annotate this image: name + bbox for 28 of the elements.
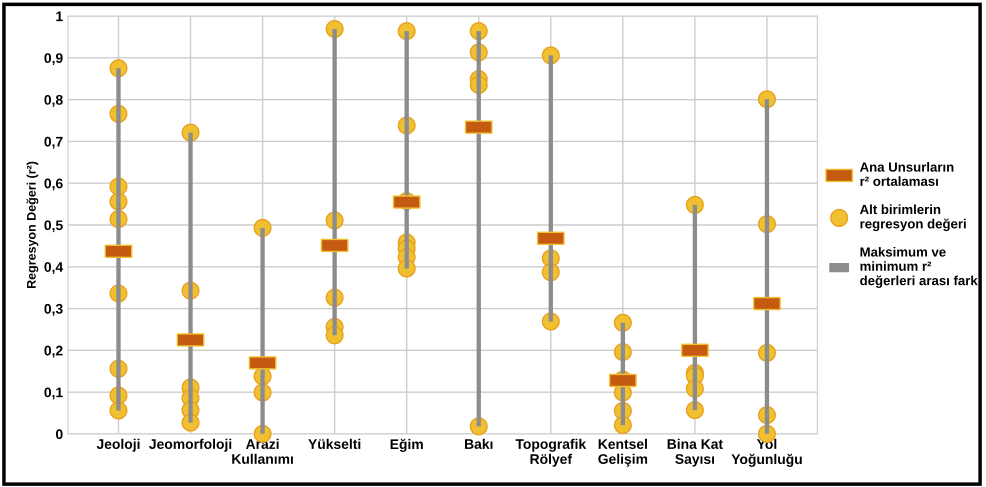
y-tick-label: 0,2 — [44, 346, 63, 358]
y-tick-label: 0,7 — [44, 136, 63, 149]
y-tick-label: 0,4 — [44, 262, 64, 274]
bar — [476, 31, 481, 426]
x-tick-label: Bakı — [465, 438, 492, 449]
bar — [548, 55, 553, 322]
x-tick-label: Arazi Kullanımı — [232, 438, 293, 464]
y-tick-label: 0,5 — [44, 220, 63, 232]
y-axis-title: Regresyon Değeri (r²) — [26, 162, 38, 288]
bar — [692, 204, 698, 410]
y-tick-label: 0,1 — [44, 387, 63, 400]
x-tick-label: Jeoloji — [96, 438, 140, 452]
x-tick-label: Eğim — [390, 438, 423, 452]
y-tick-label: 0 — [56, 429, 63, 440]
legend-label: Ana Unsurların r² ortalaması — [860, 162, 954, 186]
bar — [332, 29, 337, 336]
x-tick-label: Kentsel Gelişim — [598, 438, 648, 467]
legend-label: Maksimum ve minimum r² değerleri arası fark — [860, 246, 978, 288]
y-tick-label: 0,6 — [44, 178, 63, 190]
x-tick-label: Bina Kat Sayısı — [668, 438, 723, 467]
y-tick-label: 1 — [56, 12, 63, 22]
y-tick-label: 0,8 — [44, 94, 63, 107]
x-tick-label: Topografik Rölyef — [516, 438, 586, 467]
legend-label: Alt birimlerin regresyon değeri — [860, 204, 966, 232]
x-tick-label: Jeomorfoloji — [149, 438, 232, 452]
y-tick-label: 0,3 — [44, 304, 63, 316]
y-tick-label: 0,9 — [44, 53, 63, 66]
x-tick-label: Yükselti — [308, 438, 360, 449]
